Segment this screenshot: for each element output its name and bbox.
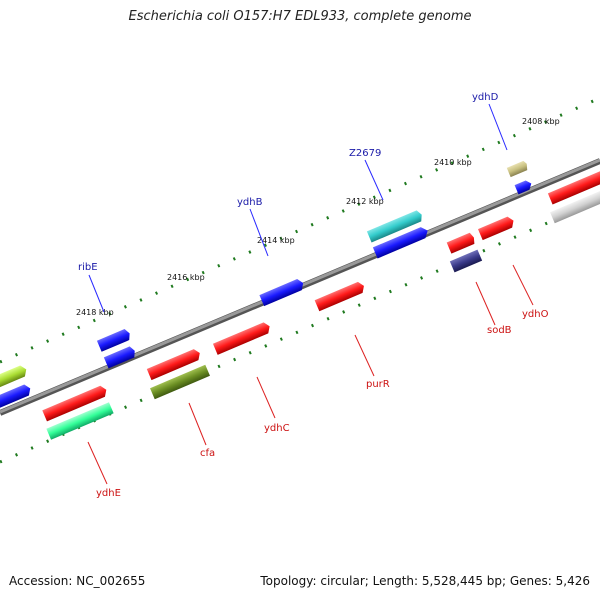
gene-arrow-ydhE[interactable]: [46, 402, 114, 440]
gene-label-cfa[interactable]: cfa: [200, 448, 215, 459]
gene-arrow-red-ydhE[interactable]: [42, 384, 108, 422]
gene-arrow-ydhB[interactable]: [259, 277, 305, 307]
gene-label-ydhE[interactable]: ydhE: [96, 488, 121, 499]
gene-label-ydhB[interactable]: ydhB: [237, 197, 263, 208]
gene-label-ydhC[interactable]: ydhC: [264, 423, 290, 434]
gene-arrow-cfa[interactable]: [150, 364, 210, 400]
gene-arrow-lime-edge[interactable]: [0, 364, 29, 393]
gene-arrow-red-right[interactable]: [547, 170, 600, 205]
gene-arrow-ydhD[interactable]: [506, 160, 529, 178]
gene-arrow-red-small[interactable]: [446, 232, 477, 254]
gene-arrow-grey[interactable]: [550, 188, 600, 224]
gene-arrow-sodB[interactable]: [449, 249, 483, 273]
genome-summary-text: Topology: circular; Length: 5,528,445 bp…: [260, 574, 590, 588]
gene-arrow-ydhO[interactable]: [478, 215, 516, 241]
gene-arrow-blue-ribE-lower[interactable]: [103, 345, 137, 369]
gene-label-purR[interactable]: purR: [366, 379, 390, 390]
gene-arrow-ribE[interactable]: [96, 328, 132, 352]
tick-row-outer: [0, 96, 600, 364]
map-title: Escherichia coli O157:H7 EDL933, complet…: [128, 9, 472, 24]
gene-arrow-red-cfa-left[interactable]: [146, 348, 202, 381]
gene-arrow-blue-small[interactable]: [514, 179, 534, 195]
gene-label-ydhD[interactable]: ydhD: [472, 92, 499, 103]
gene-label-ribE[interactable]: ribE: [78, 262, 98, 273]
tick-label: 2412 kbp: [346, 197, 384, 206]
gene-features: [0, 160, 600, 440]
leader-lines-bottom: [87, 264, 534, 485]
gene-arrow-ydhC[interactable]: [212, 321, 272, 355]
gene-label-sodB[interactable]: sodB: [487, 325, 512, 336]
tick-label: 2418 kbp: [76, 308, 114, 317]
tick-label: 2416 kbp: [167, 273, 205, 282]
tick-row-inner: [0, 198, 600, 464]
accession-text: Accession: NC_002655: [9, 574, 146, 588]
tick-label: 2408 kbp: [522, 117, 560, 126]
gene-arrow-blue-edge[interactable]: [0, 383, 33, 412]
gene-label-Z2679[interactable]: Z2679: [349, 148, 381, 159]
tick-label: 2414 kbp: [257, 236, 295, 245]
gene-arrow-Z2679[interactable]: [366, 209, 424, 243]
gene-arrow-purR[interactable]: [314, 280, 367, 312]
gene-label-ydhO[interactable]: ydhO: [522, 309, 549, 320]
gene-arrow-blue-mid[interactable]: [372, 225, 430, 259]
tick-label: 2410 kbp: [434, 158, 472, 167]
leader-lines-top: [88, 103, 508, 313]
